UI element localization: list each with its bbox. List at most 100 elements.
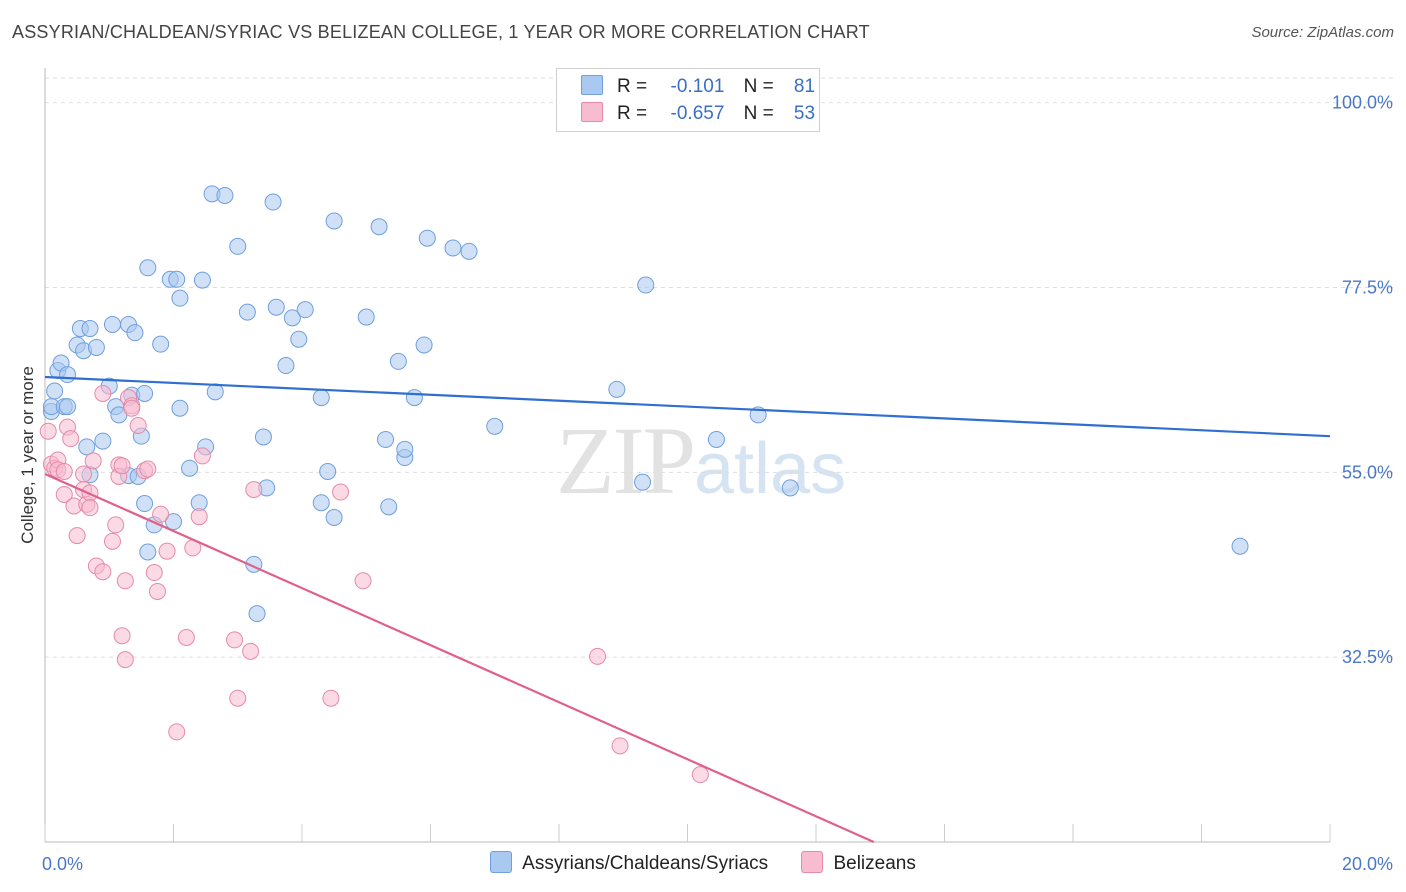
y-tick-label: 55.0%: [1342, 462, 1393, 482]
point-assyrians: [486, 417, 504, 435]
watermark-zip: ZIP: [556, 407, 696, 514]
point-assyrians: [283, 309, 301, 327]
point-belizeans: [589, 647, 607, 665]
point-assyrians: [444, 239, 462, 257]
point-belizeans: [113, 627, 131, 645]
point-belizeans: [129, 416, 147, 434]
points-layer: [39, 185, 1249, 784]
source-label: Source: ZipAtlas.com: [1251, 24, 1394, 41]
point-assyrians: [152, 335, 170, 353]
legend-swatch-belizeans: [581, 102, 603, 122]
point-belizeans: [152, 505, 170, 523]
point-assyrians: [325, 509, 343, 527]
point-belizeans: [107, 516, 125, 534]
point-assyrians: [126, 324, 144, 342]
point-assyrians: [418, 229, 436, 247]
point-belizeans: [148, 582, 166, 600]
point-belizeans: [611, 737, 629, 755]
point-belizeans: [113, 457, 131, 475]
point-assyrians: [319, 463, 337, 481]
point-assyrians: [1231, 537, 1249, 555]
point-assyrians: [136, 384, 154, 402]
point-belizeans: [116, 572, 134, 590]
point-assyrians: [78, 438, 96, 456]
axis-labels: 32.5% 55.0% 77.5% 100.0% 0.0% 20.0% College, 1…: [18, 93, 1393, 874]
point-assyrians: [171, 399, 189, 417]
y-tick-label: 77.5%: [1342, 277, 1393, 297]
point-assyrians: [389, 352, 407, 370]
point-assyrians: [58, 398, 76, 416]
point-assyrians: [634, 473, 652, 491]
legend-label: Belizeans: [833, 853, 916, 874]
point-belizeans: [62, 430, 80, 448]
stats-legend: R = -0.101 N = 81 R = -0.657 N = 53: [556, 68, 820, 132]
point-belizeans: [322, 689, 340, 707]
point-belizeans: [691, 766, 709, 784]
legend-swatch: [801, 851, 824, 873]
point-belizeans: [193, 447, 211, 465]
point-assyrians: [460, 242, 478, 260]
legend-r-value: -0.101: [670, 76, 725, 97]
legend-row-belizeans: R = -0.657 N = 53: [581, 102, 815, 126]
point-belizeans: [177, 628, 195, 646]
point-belizeans: [103, 532, 121, 550]
axes: [44, 68, 1331, 843]
point-assyrians: [637, 276, 655, 294]
point-assyrians: [171, 289, 189, 307]
legend-swatch: [490, 851, 513, 873]
point-assyrians: [139, 543, 157, 561]
point-belizeans: [94, 563, 112, 581]
point-assyrians: [312, 494, 330, 512]
point-assyrians: [377, 430, 395, 448]
point-assyrians: [165, 513, 182, 531]
point-assyrians: [608, 380, 626, 398]
point-assyrians: [81, 320, 99, 338]
y-tick-label: 100.0%: [1332, 93, 1393, 113]
point-assyrians: [277, 357, 295, 375]
point-assyrians: [290, 330, 308, 348]
legend-n-value: 81: [793, 76, 816, 97]
legend-item-belizeans[interactable]: Belizeans: [801, 851, 916, 875]
trend-line-belizeans: [44, 472, 875, 844]
point-belizeans: [245, 481, 263, 499]
point-assyrians: [136, 495, 154, 513]
point-belizeans: [229, 689, 247, 707]
point-assyrians: [781, 479, 799, 497]
point-belizeans: [139, 460, 157, 478]
point-assyrians: [264, 193, 282, 211]
point-assyrians: [254, 428, 272, 446]
point-assyrians: [396, 440, 414, 458]
point-assyrians: [267, 298, 285, 316]
chart-title: ASSYRIAN/CHALDEAN/SYRIAC VS BELIZEAN COL…: [12, 22, 870, 42]
point-belizeans: [75, 465, 93, 483]
legend-n-value: 53: [793, 103, 816, 124]
point-belizeans: [116, 651, 134, 669]
point-assyrians: [380, 498, 398, 516]
x-tick-label: 0.0%: [42, 854, 83, 874]
point-belizeans: [332, 483, 350, 501]
point-assyrians: [370, 218, 388, 236]
y-tick-label: 32.5%: [1342, 647, 1393, 667]
point-assyrians: [238, 303, 256, 321]
point-assyrians: [296, 301, 314, 319]
point-belizeans: [55, 486, 73, 504]
legend-r-label: R =: [617, 103, 648, 124]
legend-item-assyrians[interactable]: Assyrians/Chaldeans/Syriacs: [490, 851, 768, 875]
point-belizeans: [84, 452, 102, 470]
legend-n-label: N =: [743, 76, 774, 97]
point-belizeans: [123, 399, 141, 417]
point-assyrians: [103, 315, 121, 333]
point-belizeans: [145, 564, 163, 582]
point-belizeans: [94, 384, 112, 402]
point-belizeans: [168, 723, 186, 741]
point-assyrians: [312, 389, 330, 407]
y-axis-title: College, 1 year or more: [18, 366, 37, 544]
point-belizeans: [55, 463, 73, 481]
grid: [45, 77, 1395, 658]
point-assyrians: [707, 430, 725, 448]
point-assyrians: [181, 459, 199, 477]
point-assyrians: [139, 259, 157, 277]
series-legend: Assyrians/Chaldeans/Syriacs Belizeans: [0, 851, 1406, 875]
point-belizeans: [39, 422, 57, 440]
